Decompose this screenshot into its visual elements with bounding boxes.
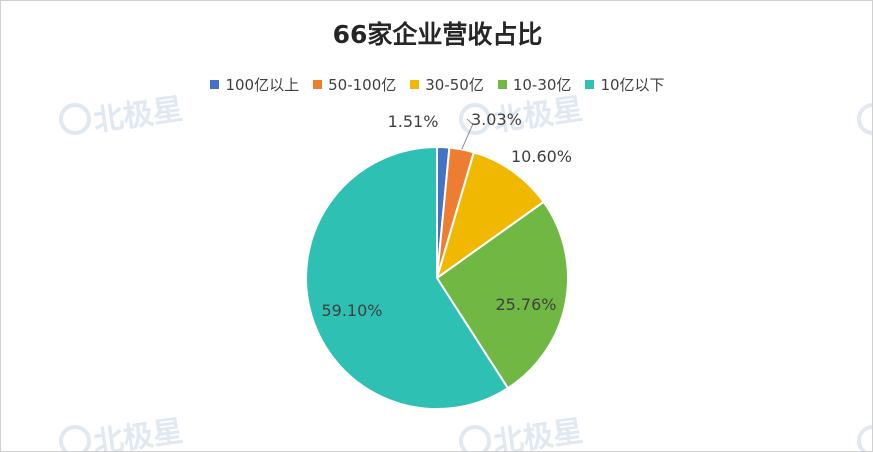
watermark: 北极星 [857,425,872,451]
watermark-logo-icon [459,425,491,451]
legend-label: 10亿以下 [600,76,665,94]
watermark-text: 北极星 [491,414,585,452]
watermark: 北极星 [857,103,872,135]
data-label: 10.60% [511,147,572,166]
slice-under-10yi [305,145,510,410]
data-label: 25.76% [495,295,556,314]
legend-item-under-10yi: 10亿以下 [585,74,665,95]
watermark-text: 北极星 [91,92,185,139]
watermark-logo-icon [459,103,491,135]
data-label: 3.03% [471,110,522,129]
legend-item-50-100yi: 50-100亿 [313,74,396,95]
watermark-logo-icon [857,103,872,135]
legend-label: 30-50亿 [425,76,484,94]
legend-swatch [410,80,420,89]
legend-swatch [585,80,595,89]
legend-item-100yi-plus: 100亿以上 [210,74,299,95]
watermark: 北极星 [59,414,185,452]
legend-label: 10-30亿 [512,76,572,94]
chart-legend: 100亿以上 50-100亿 30-50亿 10-30亿 10亿以下 [1,74,872,95]
legend-swatch [497,80,507,89]
data-label: 1.51% [388,112,439,131]
slice-10-30yi [435,200,569,390]
legend-item-30-50yi: 30-50亿 [410,74,484,95]
data-labels: 1.51% 3.03% 10.60% 25.76% 59.10% [321,110,572,320]
watermark-text: 北极星 [91,414,185,452]
watermark: 北极星 [459,414,585,452]
slice-30-50yi [435,151,546,281]
legend-swatch [210,80,220,89]
legend-label: 100亿以上 [225,76,300,94]
watermark-logo-icon [59,103,91,135]
watermark: 北极星 [59,92,185,139]
watermark-logo-icon [59,425,91,451]
legend-label: 50-100亿 [328,76,397,94]
leader-lines [461,118,474,150]
legend-swatch [313,80,323,89]
legend-item-10-30yi: 10-30亿 [497,74,572,95]
pie-slices [305,145,569,410]
leader-line [461,118,474,150]
chart-title: 66家企业营收占比 [332,20,543,49]
data-label: 59.10% [321,301,382,320]
watermark-logo-icon [857,425,872,451]
